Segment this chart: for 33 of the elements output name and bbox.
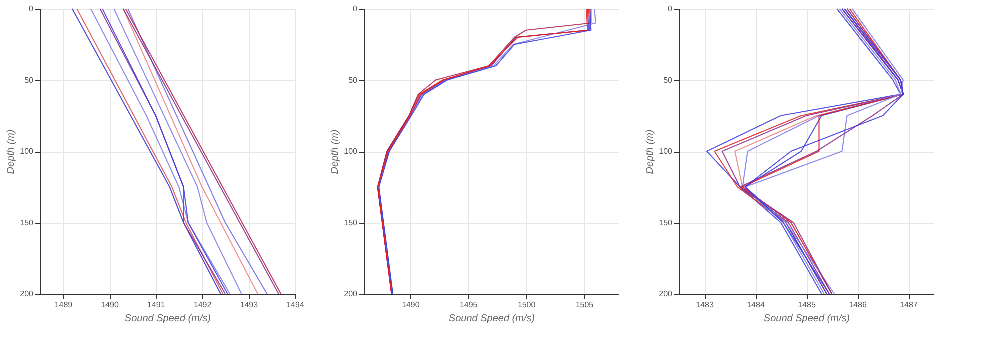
x-tick-label: 1490 [402,300,420,310]
x-tick-label: 1490 [101,300,120,310]
x-tick-label: 1491 [148,300,166,310]
x-tick-label: 1489 [54,300,74,310]
y-axis-title: Depth (m) [330,130,342,174]
x-tick-label: 1485 [798,300,816,310]
y-tick-label: 100 [344,147,358,156]
y-tick-label: 0 [668,4,674,14]
x-tick-label: 1486 [849,300,868,310]
y-axis-title: Depth (m) [645,130,656,174]
x-tick-label: 1493 [240,300,259,310]
x-tick-label: 1500 [518,300,536,310]
y-tick-label: 100 [20,147,34,156]
y-tick-label: 0 [353,4,358,14]
y-tick-label: 100 [659,147,674,156]
y-tick-label: 200 [659,290,674,298]
x-tick-label: 1483 [696,300,714,310]
y-tick-label: 200 [20,290,34,298]
x-tick-label: 1487 [900,300,918,310]
y-tick-label: 200 [344,290,358,298]
y-axis-title: Depth (m) [6,130,18,174]
y-tick-label: 50 [24,76,34,85]
x-tick-label: 1484 [747,300,766,310]
x-tick-label: 1492 [194,300,212,310]
x-tick-label: 1505 [576,300,594,310]
x-tick-label: 1494 [286,300,305,310]
y-tick-label: 50 [348,76,358,85]
y-tick-label: 150 [659,218,674,228]
y-tick-label: 50 [664,76,674,85]
y-tick-label: 150 [20,218,34,228]
y-tick-label: 0 [29,4,34,14]
y-tick-label: 150 [344,218,358,228]
x-tick-label: 1495 [460,300,478,310]
